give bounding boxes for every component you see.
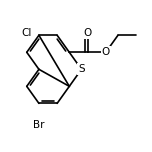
Text: Cl: Cl: [22, 28, 32, 38]
Text: O: O: [102, 47, 110, 57]
Text: Br: Br: [33, 120, 45, 130]
Text: O: O: [83, 28, 92, 38]
Text: S: S: [78, 64, 85, 74]
